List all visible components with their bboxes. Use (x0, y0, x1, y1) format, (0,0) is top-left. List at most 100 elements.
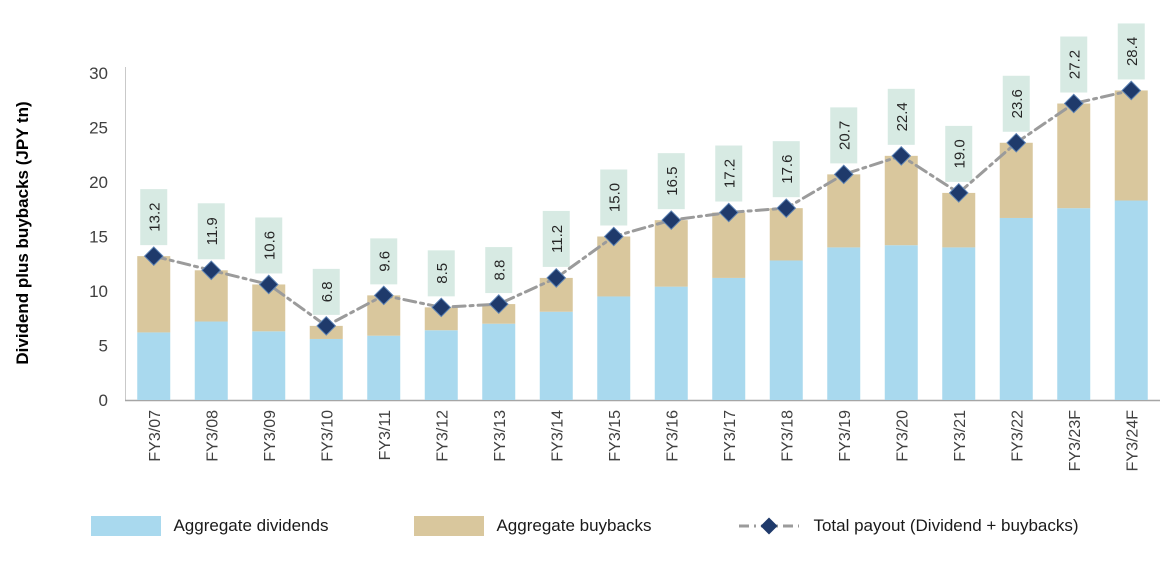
value-label-bg (485, 247, 513, 294)
y-tick-label: 5 (99, 337, 108, 356)
value-label-bg (715, 145, 743, 202)
value-label-bg (197, 203, 225, 260)
total-payout-marker (891, 145, 912, 166)
value-label: 6.8 (319, 281, 336, 302)
y-tick-label: 15 (89, 228, 108, 247)
total-payout-marker (718, 202, 739, 223)
value-label-bg (1117, 23, 1145, 80)
value-label: 8.8 (491, 260, 508, 281)
legend-item-total-payout: Total payout (Dividend + buybacks) (737, 516, 1079, 536)
legend-swatch-buybacks (414, 516, 485, 536)
x-tick-label: FY3/14 (549, 410, 566, 462)
value-label: 16.5 (664, 167, 681, 196)
bar-buybacks (137, 256, 171, 333)
value-label: 28.4 (1124, 37, 1141, 66)
bar-buybacks (597, 236, 631, 297)
total-payout-marker (258, 274, 279, 295)
value-label-bg (830, 107, 858, 164)
bar-buybacks (884, 155, 918, 246)
bar-dividends (367, 335, 401, 400)
y-tick-label: 20 (89, 173, 108, 192)
bar-dividends (1057, 208, 1091, 400)
bar-dividends (137, 332, 171, 400)
x-tick-label: FY3/24F (1124, 410, 1141, 472)
legend: Aggregate dividends Aggregate buybacks T… (0, 516, 1170, 536)
x-tick-label: FY3/19 (837, 410, 854, 462)
total-payout-marker (603, 226, 624, 247)
bar-dividends (424, 330, 458, 400)
legend-item-buybacks: Aggregate buybacks (414, 516, 651, 536)
legend-label-buybacks: Aggregate buybacks (496, 516, 652, 535)
x-tick-label: FY3/21 (952, 410, 969, 462)
value-label: 10.6 (261, 231, 278, 260)
total-payout-marker (776, 198, 797, 219)
total-payout-marker (1063, 93, 1084, 114)
value-label-bg (312, 268, 340, 315)
y-tick-label: 10 (89, 282, 108, 301)
x-tick-label: FY3/20 (894, 410, 911, 462)
total-payout-marker (201, 260, 222, 281)
value-label-bg (600, 169, 628, 226)
value-label-bg (542, 210, 570, 267)
value-label-bg (657, 153, 685, 210)
total-payout-marker (373, 285, 394, 306)
x-tick-label: FY3/07 (147, 410, 164, 462)
value-label: 17.6 (779, 155, 796, 184)
value-label-bg (945, 125, 973, 182)
bar-dividends (827, 247, 861, 400)
bar-buybacks (1057, 103, 1091, 209)
bar-dividends (194, 321, 228, 400)
bar-buybacks (424, 307, 458, 331)
total-payout-marker (488, 294, 509, 314)
x-tick-label: FY3/12 (434, 410, 451, 462)
value-label-bg (772, 141, 800, 198)
bar-dividends (712, 277, 746, 400)
value-label: 19.0 (951, 139, 968, 168)
total-payout-marker (546, 268, 567, 288)
total-payout-marker (431, 297, 452, 318)
bar-dividends (309, 338, 343, 400)
total-payout-marker (948, 183, 969, 203)
total-payout-marker (833, 164, 854, 185)
value-label-bg (1002, 75, 1030, 132)
bar-buybacks (654, 220, 688, 287)
bar-dividends (999, 217, 1033, 400)
value-label: 27.2 (1066, 50, 1083, 79)
value-label-bg (140, 189, 168, 246)
legend-label-dividends: Aggregate dividends (173, 516, 329, 535)
x-tick-label: FY3/23F (1067, 410, 1084, 472)
x-tick-label: FY3/16 (664, 410, 681, 462)
bar-dividends (1114, 200, 1148, 400)
bar-buybacks (712, 212, 746, 278)
value-label-bg (255, 217, 283, 274)
bar-dividends (654, 286, 688, 400)
bar-dividends (769, 260, 803, 400)
value-label: 11.9 (204, 217, 221, 245)
x-tick-label: FY3/18 (779, 410, 796, 462)
value-label: 13.2 (146, 203, 163, 232)
bar-dividends (482, 323, 516, 400)
value-label-bg (887, 88, 915, 145)
legend-label-total-payout: Total payout (Dividend + buybacks) (813, 516, 1079, 535)
total-payout-marker (1006, 132, 1027, 153)
bar-buybacks (827, 174, 861, 248)
bar-dividends (884, 245, 918, 400)
legend-item-dividends: Aggregate dividends (91, 516, 328, 536)
x-tick-label: FY3/09 (262, 410, 279, 462)
bar-dividends (942, 247, 976, 400)
value-label: 22.4 (894, 102, 911, 131)
x-tick-label: FY3/08 (204, 410, 221, 462)
legend-line-sample (739, 517, 800, 535)
bar-dividends (252, 331, 286, 400)
value-label: 8.5 (434, 263, 451, 284)
bar-dividends (597, 296, 631, 400)
value-label-bg (427, 250, 455, 297)
x-tick-label: FY3/11 (377, 410, 394, 461)
value-label: 17.2 (721, 159, 738, 188)
x-tick-label: FY3/17 (722, 410, 739, 462)
x-tick-label: FY3/10 (319, 410, 336, 462)
value-label: 23.6 (1009, 89, 1026, 118)
y-tick-label: 0 (99, 391, 108, 410)
total-payout-marker (143, 246, 164, 267)
